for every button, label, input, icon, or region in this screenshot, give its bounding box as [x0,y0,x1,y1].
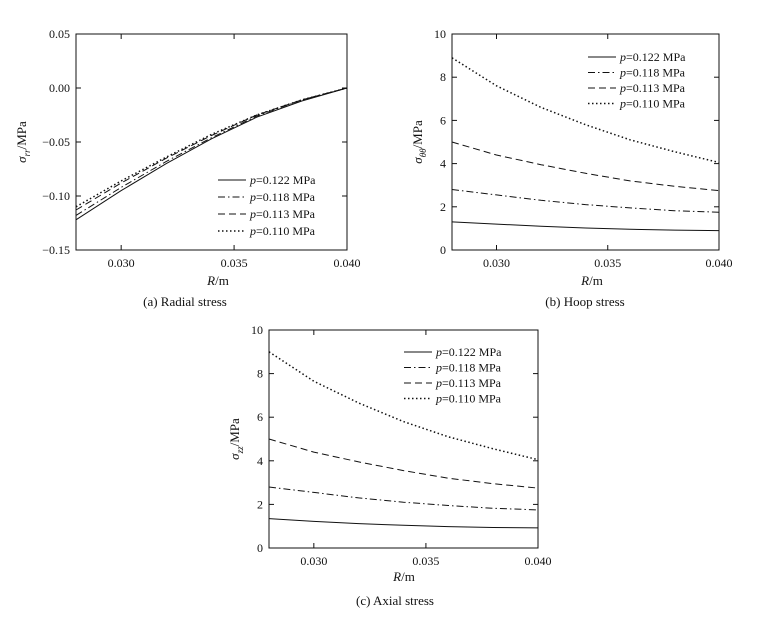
series-line-2 [75,87,348,211]
y-tick-label: 8 [257,367,263,381]
legend-label: p=0.118 MPa [435,361,502,375]
series-line-0 [268,518,539,529]
y-tick-label: 0 [440,243,446,257]
x-tick-label: 0.040 [706,256,733,270]
legend-label: p=0.110 MPa [435,392,502,406]
legend-label: p=0.122 MPa [435,345,502,359]
series-line-2 [451,141,720,192]
series-line-2 [268,438,539,489]
y-axis-label: σrr/MPa [14,121,32,163]
series-line-3 [268,351,539,461]
series-line-1 [75,87,348,216]
y-tick-label: 6 [440,113,446,127]
y-tick-label: 10 [434,27,446,41]
panel-caption: (a) Radial stress [143,294,227,309]
y-axis-label: σθθ/MPa [410,120,428,164]
legend-label: p=0.122 MPa [619,50,686,64]
y-tick-label: 4 [440,157,446,171]
panel-caption: (c) Axial stress [356,593,434,608]
y-tick-label: 10 [251,323,263,337]
y-axis-label: σzz/MPa [227,418,245,460]
y-tick-label: 0 [257,541,263,555]
chart-panel-2: 0.030 0.035 0.040 0 2 4 6 8 10 p=0.122 MPa p=0.118… [227,323,552,608]
y-tick-label: −0.05 [42,135,70,149]
panel-caption: (b) Hoop stress [545,294,624,309]
y-tick-label: −0.10 [42,189,70,203]
x-axis-label: R/m [206,273,229,288]
legend-label: p=0.118 MPa [249,190,316,204]
x-tick-label: 0.030 [300,554,327,568]
chart-panel-0: 0.030 0.035 0.040 −0.15 −0.10 −0.05 0.00 0.05 p=… [14,27,361,309]
x-axis-label: R/m [580,273,603,288]
x-tick-label: 0.030 [108,256,135,270]
y-tick-label: 0.05 [49,27,70,41]
y-tick-label: 2 [440,200,446,214]
y-tick-label: −0.15 [42,243,70,257]
x-tick-label: 0.030 [483,256,510,270]
legend-label: p=0.122 MPa [249,173,316,187]
x-tick-label: 0.035 [412,554,439,568]
series-line-1 [451,189,720,213]
series-line-0 [75,87,348,221]
x-tick-label: 0.035 [221,256,248,270]
legend-label: p=0.110 MPa [619,97,686,111]
y-tick-label: 8 [440,70,446,84]
x-tick-label: 0.040 [334,256,361,270]
series-line-0 [451,221,720,232]
legend-label: p=0.113 MPa [249,207,316,221]
chart-panel-1: 0.030 0.035 0.040 0 2 4 6 8 10 p=0.122 MPa p=0.118… [410,27,733,309]
y-tick-label: 4 [257,454,263,468]
series-line-1 [268,486,539,511]
y-tick-label: 2 [257,497,263,511]
legend-label: p=0.113 MPa [619,81,686,95]
x-axis-label: R/m [392,569,415,584]
x-tick-label: 0.040 [525,554,552,568]
y-tick-label: 6 [257,410,263,424]
y-tick-label: 0.00 [49,81,70,95]
series-line-3 [451,57,720,164]
legend-label: p=0.110 MPa [249,224,316,238]
legend-label: p=0.113 MPa [435,376,502,390]
legend-label: p=0.118 MPa [619,66,686,80]
series-line-3 [75,87,348,208]
x-tick-label: 0.035 [594,256,621,270]
